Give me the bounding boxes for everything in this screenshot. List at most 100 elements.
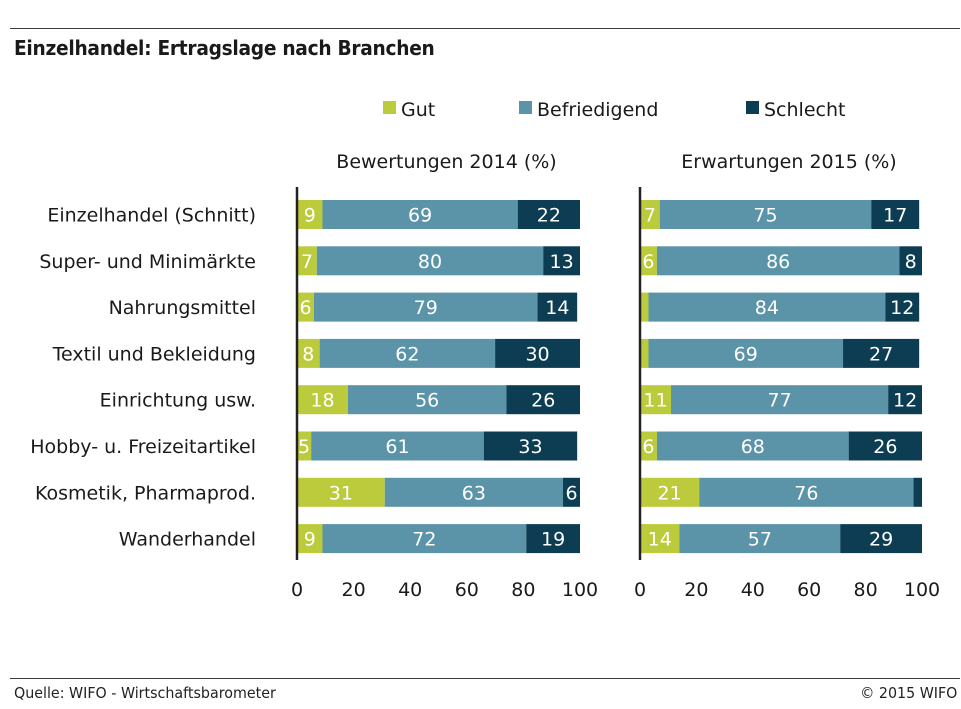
panel-1-tick-label-100: 100 bbox=[562, 579, 598, 601]
panel-2-value-label-befriedigend-nahrungsmittel: 84 bbox=[755, 297, 779, 319]
category-label-wanderhandel: Wanderhandel bbox=[119, 529, 256, 551]
panel-2-bar-befriedigend-einrichtung-usw bbox=[671, 385, 889, 415]
source-note: Quelle: WIFO - Wirtschaftsbarometer bbox=[14, 684, 276, 702]
panel-2-bar-gut-textil-und-bekleidung bbox=[640, 338, 649, 368]
category-label-textil-und-bekleidung: Textil und Bekleidung bbox=[52, 343, 256, 365]
panel-2-value-label-befriedigend-einzelhandel-schnitt: 75 bbox=[753, 205, 777, 227]
panel-2-value-label-schlecht-wanderhandel: 29 bbox=[869, 529, 893, 551]
panel-1-value-label-gut-einrichtung-usw: 18 bbox=[310, 390, 334, 412]
panel-1-title: Bewertungen 2014 (%) bbox=[336, 151, 556, 173]
panel-1-value-label-befriedigend-kosmetik-pharmaprod: 63 bbox=[462, 482, 486, 504]
panel-2-tick-label-40: 40 bbox=[741, 579, 765, 601]
panel-2-value-label-schlecht-nahrungsmittel: 12 bbox=[890, 297, 914, 319]
panel-1-bar-gut-textil-und-bekleidung bbox=[297, 338, 320, 368]
panel-2-bar-schlecht-super-und-minimaerkte bbox=[899, 246, 922, 276]
panel-1-value-label-befriedigend-einzelhandel-schnitt: 69 bbox=[408, 205, 432, 227]
panel-1-value-label-schlecht-kosmetik-pharmaprod: 6 bbox=[565, 482, 577, 504]
legend-swatch-schlecht bbox=[746, 101, 759, 114]
panel-2-bar-befriedigend-kosmetik-pharmaprod bbox=[699, 477, 914, 507]
panel-1-bar-befriedigend-super-und-minimaerkte bbox=[316, 246, 544, 276]
panel-2-value-label-schlecht-hobby-u-freizeitartikel: 26 bbox=[873, 436, 897, 458]
panel-1-value-label-schlecht-einzelhandel-schnitt: 22 bbox=[537, 205, 561, 227]
category-label-nahrungsmittel: Nahrungsmittel bbox=[109, 297, 256, 319]
panel-1-bar-gut-super-und-minimaerkte bbox=[297, 246, 317, 276]
panel-2-bar-gut-hobby-u-freizeitartikel bbox=[640, 431, 657, 461]
panel-1-bar-schlecht-super-und-minimaerkte bbox=[543, 246, 580, 276]
panel-1-bar-befriedigend-einrichtung-usw bbox=[347, 385, 507, 415]
panel-1-bar-befriedigend-nahrungsmittel bbox=[313, 292, 538, 322]
legend-label-befriedigend: Befriedigend bbox=[537, 99, 658, 121]
panel-1-bar-gut-hobby-u-freizeitartikel bbox=[297, 431, 312, 461]
panel-1-bar-schlecht-hobby-u-freizeitartikel bbox=[483, 431, 578, 461]
panel-1-bar-schlecht-wanderhandel bbox=[526, 524, 580, 554]
panel-1-value-label-gut-hobby-u-freizeitartikel: 5 bbox=[298, 436, 310, 458]
panel-1-tick-label-80: 80 bbox=[511, 579, 535, 601]
panel-1-value-label-befriedigend-wanderhandel: 72 bbox=[412, 529, 436, 551]
panel-1-bar-gut-kosmetik-pharmaprod bbox=[297, 477, 385, 507]
panel-2-value-label-befriedigend-super-und-minimaerkte: 86 bbox=[766, 251, 790, 273]
panel-1-bar-gut-einzelhandel-schnitt bbox=[297, 200, 323, 229]
panel-2-bar-schlecht-hobby-u-freizeitartikel bbox=[848, 431, 922, 461]
panel-2-bar-schlecht-einzelhandel-schnitt bbox=[871, 200, 920, 229]
panel-2-bar-befriedigend-wanderhandel bbox=[679, 524, 841, 554]
panel-2-bar-befriedigend-textil-und-bekleidung bbox=[648, 338, 844, 368]
panel-1-value-label-schlecht-wanderhandel: 19 bbox=[541, 529, 565, 551]
panel-2-value-label-gut-kosmetik-pharmaprod: 21 bbox=[658, 482, 682, 504]
panel-1-value-label-gut-textil-und-bekleidung: 8 bbox=[302, 343, 314, 365]
panel-1-bar-gut-einrichtung-usw bbox=[297, 385, 348, 415]
panel-1-value-label-gut-wanderhandel: 9 bbox=[304, 529, 316, 551]
panel-1-value-label-befriedigend-super-und-minimaerkte: 80 bbox=[418, 251, 442, 273]
top-rule bbox=[10, 28, 960, 29]
panel-2-bar-befriedigend-hobby-u-freizeitartikel bbox=[656, 431, 849, 461]
chart-title: Einzelhandel: Ertragslage nach Branchen bbox=[14, 36, 435, 60]
panel-1-tick-label-20: 20 bbox=[342, 579, 366, 601]
panel-1-value-label-befriedigend-nahrungsmittel: 79 bbox=[414, 297, 438, 319]
panel-2-value-label-gut-einrichtung-usw: 11 bbox=[643, 390, 667, 412]
panel-1-bar-befriedigend-wanderhandel bbox=[322, 524, 527, 554]
panel-2-bar-schlecht-nahrungsmittel bbox=[885, 292, 920, 322]
panel-2-bar-gut-einzelhandel-schnitt bbox=[640, 200, 660, 229]
panel-1-bar-schlecht-kosmetik-pharmaprod bbox=[563, 477, 580, 507]
panel-1-tick-label-60: 60 bbox=[455, 579, 479, 601]
panel-2-value-label-befriedigend-wanderhandel: 57 bbox=[748, 529, 772, 551]
panel-1-bar-befriedigend-hobby-u-freizeitartikel bbox=[311, 431, 484, 461]
category-label-kosmetik-pharmaprod: Kosmetik, Pharmaprod. bbox=[35, 482, 256, 504]
category-label-einzelhandel-schnitt: Einzelhandel (Schnitt) bbox=[47, 205, 256, 227]
panel-2-bar-gut-wanderhandel bbox=[640, 524, 680, 554]
panel-2-bar-schlecht-kosmetik-pharmaprod bbox=[913, 477, 922, 507]
legend-label-schlecht: Schlecht bbox=[764, 99, 845, 121]
legend-swatch-gut bbox=[383, 101, 396, 114]
panel-2-value-label-schlecht-einzelhandel-schnitt: 17 bbox=[883, 205, 907, 227]
panel-1-value-label-gut-kosmetik-pharmaprod: 31 bbox=[329, 482, 353, 504]
panel-2-tick-label-0: 0 bbox=[634, 579, 646, 601]
panel-1-tick-label-0: 0 bbox=[291, 579, 303, 601]
panel-1-value-label-schlecht-einrichtung-usw: 26 bbox=[531, 390, 555, 412]
panel-2-tick-label-60: 60 bbox=[797, 579, 821, 601]
panel-1-value-label-schlecht-super-und-minimaerkte: 13 bbox=[550, 251, 574, 273]
panel-1-value-label-schlecht-hobby-u-freizeitartikel: 33 bbox=[518, 436, 542, 458]
panel-1-value-label-befriedigend-hobby-u-freizeitartikel: 61 bbox=[385, 436, 409, 458]
panel-2-value-label-gut-wanderhandel: 14 bbox=[648, 529, 672, 551]
panel-2-bar-schlecht-einrichtung-usw bbox=[888, 385, 922, 415]
panel-2-value-label-gut-hobby-u-freizeitartikel: 6 bbox=[642, 436, 654, 458]
panel-1-bar-gut-nahrungsmittel bbox=[297, 292, 314, 322]
panel-1-bar-schlecht-nahrungsmittel bbox=[537, 292, 578, 322]
panel-1-value-label-schlecht-nahrungsmittel: 14 bbox=[545, 297, 569, 319]
panel-2-bar-gut-super-und-minimaerkte bbox=[640, 246, 657, 276]
bottom-rule bbox=[10, 678, 960, 679]
panel-2-bar-befriedigend-einzelhandel-schnitt bbox=[659, 200, 872, 229]
panel-2-value-label-schlecht-textil-und-bekleidung: 27 bbox=[869, 343, 893, 365]
panel-1-bar-befriedigend-kosmetik-pharmaprod bbox=[384, 477, 564, 507]
panel-2-value-label-gut-einzelhandel-schnitt: 7 bbox=[644, 205, 656, 227]
panel-2-value-label-befriedigend-textil-und-bekleidung: 69 bbox=[734, 343, 758, 365]
panel-2-bar-gut-nahrungsmittel bbox=[640, 292, 649, 322]
panel-1-bar-schlecht-textil-und-bekleidung bbox=[495, 338, 580, 368]
panel-1-bar-befriedigend-textil-und-bekleidung bbox=[319, 338, 496, 368]
panel-1-bar-befriedigend-einzelhandel-schnitt bbox=[322, 200, 518, 229]
panel-1-bar-schlecht-einzelhandel-schnitt bbox=[517, 200, 580, 229]
panel-1-bar-schlecht-einrichtung-usw bbox=[506, 385, 580, 415]
panel-2-value-label-befriedigend-hobby-u-freizeitartikel: 68 bbox=[741, 436, 765, 458]
panel-2-value-label-gut-super-und-minimaerkte: 6 bbox=[642, 251, 654, 273]
panel-2-value-label-schlecht-einrichtung-usw: 12 bbox=[893, 390, 917, 412]
